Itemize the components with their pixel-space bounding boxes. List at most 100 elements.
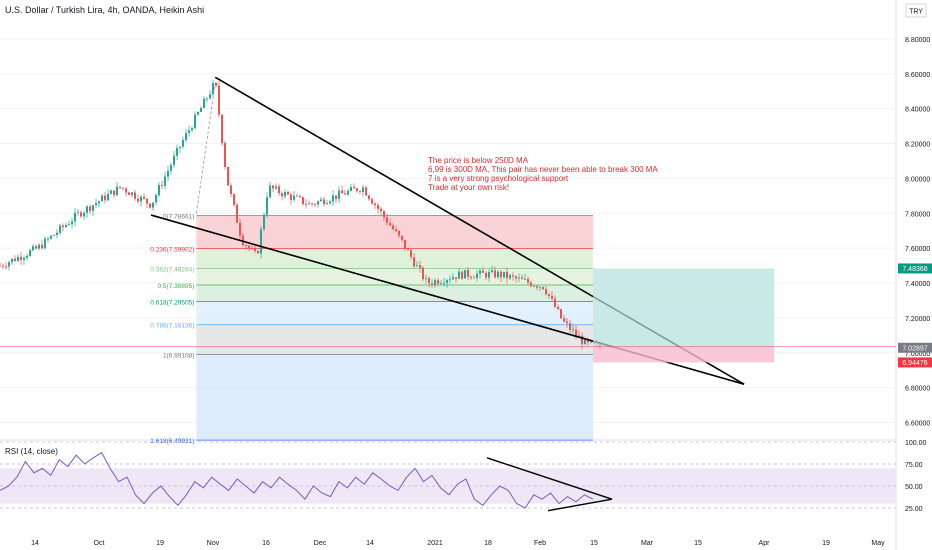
candle-body [395,229,397,232]
price-tick-label: 6.80000 [905,386,930,393]
candle-body [446,280,448,283]
candle-body [125,188,127,193]
candle-body [20,256,22,260]
candle-body [128,192,130,196]
candle-body [461,271,463,279]
candle-body [530,282,532,287]
candle-body [14,258,16,262]
candle-body [86,206,88,213]
candle-body [368,195,370,200]
candle-body [407,249,409,251]
candle-body [194,114,196,129]
candle-body [485,272,487,278]
candle-body [293,195,295,200]
candle-body [17,256,19,262]
candle-body [287,192,289,195]
candle-body [218,85,220,115]
candle-body [74,212,76,222]
candle-body [299,196,301,198]
currency-badge[interactable]: TRY [905,3,927,18]
candle-body [575,329,577,336]
price-axis: 6.60000 6.80000 7.00000 7.20000 7.40000 7.600… [898,37,932,428]
candle-body [11,258,13,263]
candle-body [203,98,205,108]
candle-body [386,217,388,224]
candle-body [467,269,469,277]
candle-body [101,195,103,202]
price-label-tag: 7.48368 [898,263,932,274]
candle-body [0,265,1,267]
candle-body [476,273,478,278]
time-tick-label: Nov [207,540,220,547]
candle-body [578,335,580,337]
candle-body [389,223,391,226]
price-tick-label: 8.20000 [905,142,930,149]
candle-body [242,235,244,246]
candle-body [38,244,40,249]
candle-body [182,139,184,147]
candle-body [590,341,592,343]
candle-body [98,201,100,204]
candle-body [398,231,400,236]
rsi-tick-label: 100.00 [905,440,927,447]
candle-body [464,269,466,279]
price-tick-label: 7.20000 [905,316,930,323]
candle-body [167,170,169,177]
candle-body [506,271,508,279]
price-label-bg [898,342,932,353]
price-label-text: 6.94476 [902,360,927,367]
candle-body [317,201,319,205]
candle-body [332,195,334,202]
annotation-note: The price is below 250D MA 6,99 is 300D … [428,156,658,192]
candle-body [425,278,427,280]
fib-level-label: 0.5(7.38895) [158,283,195,290]
candle-body [134,192,136,199]
candle-body [8,262,10,267]
candle-body [362,187,364,192]
candle-body [515,276,517,279]
time-tick-label: 15 [590,540,598,547]
candle-body [230,185,232,195]
time-tick-label: Apr [759,540,771,547]
candle-body [326,203,328,205]
rsi-pane: 100.00 75.00 50.00 25.00 [0,440,927,513]
candle-body [383,211,385,218]
candle-body [296,195,298,197]
fib-zone [196,324,593,355]
candle-body [170,165,172,171]
candle-body [149,203,151,208]
rsi-upper-trendline [486,457,613,500]
chart-title: U.S. Dollar / Turkish Lira, 4h, OANDA, H… [5,5,204,15]
candle-body [278,186,280,194]
candle-body [494,270,496,278]
candle-body [26,255,28,258]
candle-body [263,214,265,230]
price-tick-label: 7.80000 [905,211,930,218]
candle-body [503,271,505,278]
candle-body [539,286,541,288]
candle-body [32,246,34,251]
candle-body [404,239,406,250]
candle-body [557,307,559,310]
price-tick-label: 8.80000 [905,37,930,44]
candle-body [104,195,106,201]
candle-body [452,277,454,280]
candle-body [518,277,520,279]
candle-body [536,286,538,288]
candle-body [224,143,226,167]
candle-body [290,194,292,200]
candle-body [554,298,556,308]
candle-body [548,294,550,296]
fib-zone [196,215,593,249]
candle-body [365,187,367,196]
candle-body [437,280,439,284]
candle-body [131,192,133,196]
candle-body [239,222,241,236]
price-label-tag: 7.02897 [898,342,932,353]
rsi-lower-trendline [547,498,613,512]
fib-zone [196,268,593,285]
price-tick-label: 7.60000 [905,246,930,253]
price-tick-label: 7.40000 [905,281,930,288]
candle-body [569,323,571,330]
